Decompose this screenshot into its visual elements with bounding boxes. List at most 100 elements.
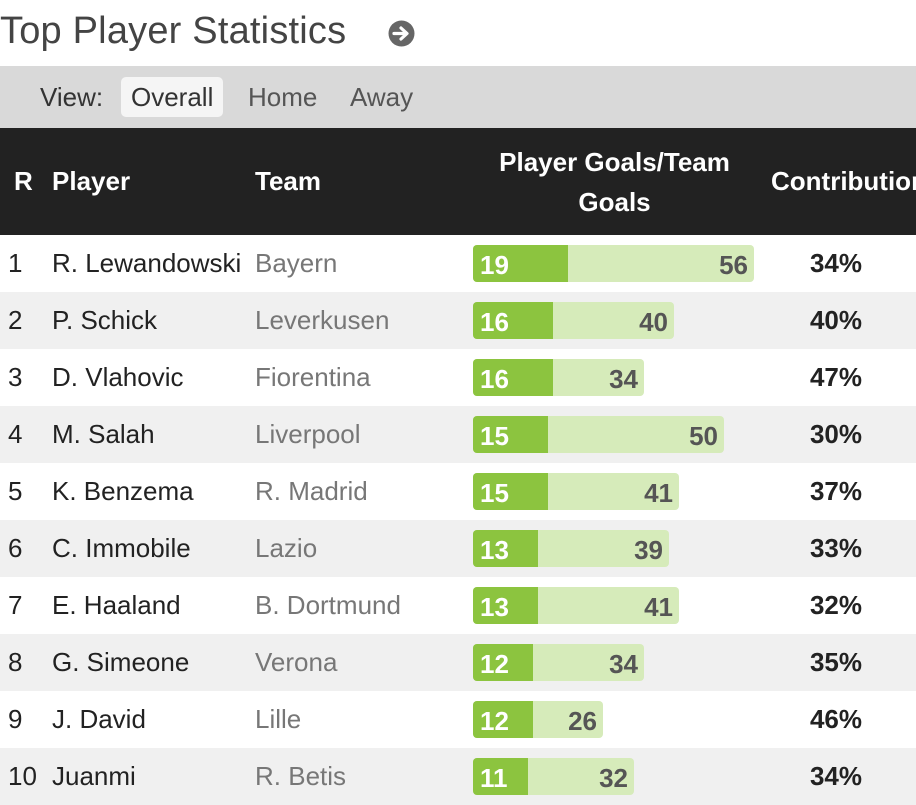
- contribution-value: 33%: [809, 533, 863, 563]
- goals-cell: 15 50: [473, 406, 756, 463]
- table-row[interactable]: 7 E. Haaland B. Dortmund 13 41 32%: [0, 577, 916, 634]
- player-goals-bar: [473, 530, 538, 567]
- goals-cell: 11 32: [473, 748, 756, 805]
- player-goals-bar: [473, 473, 548, 510]
- team-goals-bar: 13 39: [473, 530, 669, 567]
- player-goals-bar: [473, 359, 553, 396]
- player-name[interactable]: E. Haaland: [52, 590, 181, 620]
- team-goals-value: 56: [719, 250, 748, 280]
- team-goals-bar: 15 50: [473, 416, 724, 453]
- table-row[interactable]: 3 D. Vlahovic Fiorentina 16 34 47%: [0, 349, 916, 406]
- team-name[interactable]: B. Dortmund: [255, 590, 401, 620]
- player-name[interactable]: J. David: [52, 704, 146, 734]
- player-name[interactable]: R. Lewandowski: [52, 248, 242, 278]
- player-goals-value: 15: [480, 478, 509, 508]
- player-name[interactable]: G. Simeone: [52, 647, 190, 677]
- contribution-value: 40%: [809, 305, 863, 335]
- player-name[interactable]: Juanmi: [52, 761, 136, 791]
- team-name[interactable]: R. Madrid: [255, 476, 368, 506]
- contribution-value: 30%: [809, 419, 863, 449]
- team-goals-value: 32: [599, 763, 628, 793]
- player-goals-bar: [473, 758, 528, 795]
- rank-cell: 3: [8, 362, 23, 392]
- player-goals-bar: [473, 416, 548, 453]
- team-name[interactable]: Leverkusen: [255, 305, 390, 335]
- team-goals-value: 41: [644, 478, 673, 508]
- view-toolbar: View: Overall Home Away: [0, 66, 916, 128]
- team-goals-value: 40: [639, 307, 668, 337]
- team-goals-value: 39: [634, 535, 663, 565]
- team-goals-bar: 13 41: [473, 587, 679, 624]
- rank-cell: 2: [8, 305, 23, 335]
- table-row[interactable]: 6 C. Immobile Lazio 13 39 33%: [0, 520, 916, 577]
- column-header-contribution[interactable]: Contribution: [771, 166, 916, 196]
- player-name[interactable]: P. Schick: [52, 305, 158, 335]
- table-row[interactable]: 9 J. David Lille 12 26 46%: [0, 691, 916, 748]
- player-goals-value: 11: [480, 763, 508, 793]
- rank-cell: 9: [8, 704, 23, 734]
- team-name[interactable]: Fiorentina: [255, 362, 371, 392]
- team-name[interactable]: Liverpool: [255, 419, 361, 449]
- view-option-home[interactable]: Home: [248, 82, 318, 112]
- player-goals-bar: [473, 587, 538, 624]
- contribution-value: 47%: [809, 362, 863, 392]
- table-row[interactable]: 10 Juanmi R. Betis 11 32 34%: [0, 748, 916, 805]
- team-goals-bar: 16 34: [473, 359, 644, 396]
- player-goals-value: 15: [480, 421, 509, 451]
- table-row[interactable]: 2 P. Schick Leverkusen 16 40 40%: [0, 292, 916, 349]
- view-option-overall[interactable]: Overall: [121, 77, 224, 117]
- page-title: Top Player Statistics: [0, 10, 347, 52]
- rank-cell: 8: [8, 647, 23, 677]
- player-goals-value: 13: [480, 535, 509, 565]
- view-label: View:: [40, 82, 104, 112]
- player-name[interactable]: D. Vlahovic: [52, 362, 184, 392]
- team-goals-bar: 19 56: [473, 245, 754, 282]
- title-row: Top Player Statistics: [0, 0, 916, 66]
- player-goals-value: 12: [480, 649, 509, 679]
- table-row[interactable]: 8 G. Simeone Verona 12 34 35%: [0, 634, 916, 691]
- column-header-rank[interactable]: R: [14, 166, 33, 196]
- arrow-circle-right-icon[interactable]: [387, 19, 416, 48]
- team-goals-value: 41: [644, 592, 673, 622]
- column-header-team[interactable]: Team: [255, 166, 321, 196]
- rank-cell: 10: [8, 761, 37, 791]
- player-goals-bar: [473, 302, 553, 339]
- team-goals-value: 50: [689, 421, 718, 451]
- player-goals-bar: [473, 245, 568, 282]
- team-name[interactable]: R. Betis: [255, 761, 347, 791]
- rank-cell: 7: [8, 590, 23, 620]
- table-row[interactable]: 4 M. Salah Liverpool 15 50 30%: [0, 406, 916, 463]
- column-header-player[interactable]: Player: [52, 166, 131, 196]
- goals-cell: 16 40: [473, 292, 756, 349]
- player-name[interactable]: M. Salah: [52, 419, 155, 449]
- table-row[interactable]: 5 K. Benzema R. Madrid 15 41 37%: [0, 463, 916, 520]
- player-goals-bar: [473, 644, 533, 681]
- player-goals-value: 19: [480, 250, 509, 280]
- view-option-away[interactable]: Away: [350, 82, 414, 112]
- team-goals-bar: 12 34: [473, 644, 644, 681]
- column-header-goals[interactable]: Player Goals/Team Goals: [499, 146, 730, 217]
- contribution-value: 32%: [809, 590, 863, 620]
- player-name[interactable]: K. Benzema: [52, 476, 194, 506]
- goals-cell: 19 56: [473, 235, 756, 292]
- team-goals-bar: 16 40: [473, 302, 674, 339]
- player-name[interactable]: C. Immobile: [52, 533, 191, 563]
- table-header-row: R Player Team Player Goals/Team Goals Co…: [0, 128, 916, 235]
- team-goals-value: 34: [609, 364, 638, 394]
- rank-cell: 1: [8, 248, 23, 278]
- team-goals-bar: 11 32: [473, 758, 634, 795]
- goals-cell: 16 34: [473, 349, 756, 406]
- team-name[interactable]: Lille: [255, 704, 302, 734]
- team-name[interactable]: Verona: [255, 647, 338, 677]
- contribution-value: 35%: [809, 647, 863, 677]
- team-name[interactable]: Bayern: [255, 248, 338, 278]
- team-goals-bar: 12 26: [473, 701, 603, 738]
- contribution-value: 34%: [809, 761, 863, 791]
- player-stats-table: R Player Team Player Goals/Team Goals Co…: [0, 128, 916, 805]
- table-row[interactable]: 1 R. Lewandowski Bayern 19 56 34%: [0, 235, 916, 292]
- player-goals-value: 13: [480, 592, 509, 622]
- team-goals-value: 34: [609, 649, 638, 679]
- player-goals-value: 16: [480, 364, 509, 394]
- player-goals-bar: [473, 701, 533, 738]
- team-name[interactable]: Lazio: [255, 533, 318, 563]
